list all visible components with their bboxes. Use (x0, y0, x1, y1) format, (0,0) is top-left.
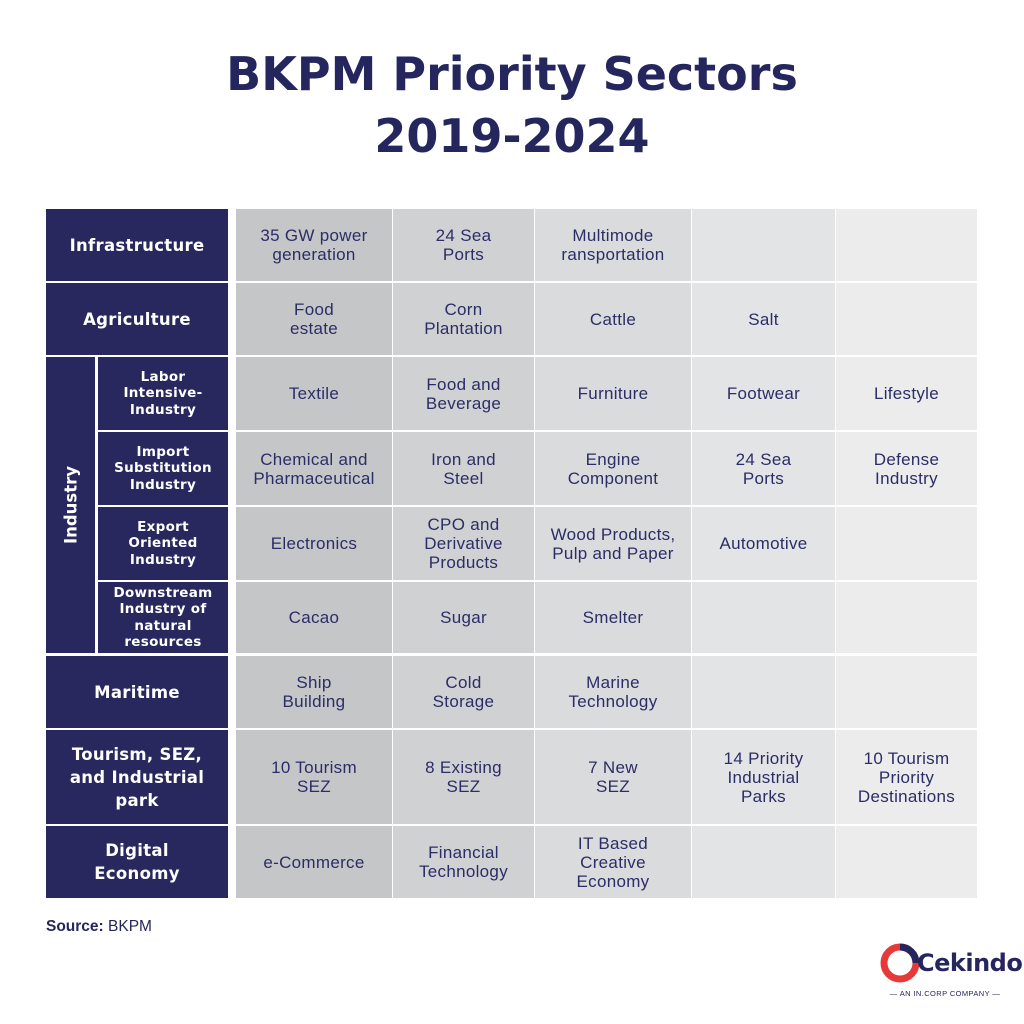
industry-sub-4-cell-1: Cacao (236, 582, 392, 653)
infrastructure-cell-3: Multimode ransportation (535, 209, 691, 281)
industry-sub-3-cell-4: Automotive (692, 507, 835, 580)
industry-sub-3-cell-3: Wood Products, Pulp and Paper (535, 507, 691, 580)
industry-label: Industry (61, 465, 80, 545)
logo-tagline: — AN IN.CORP COMPANY — (889, 989, 1001, 998)
cekindo-logo: Cekindo — AN IN.CORP COMPANY — (880, 943, 1023, 1013)
industry-sub-1-cell-3: Furniture (535, 357, 691, 430)
maritime-cell-3: Marine Technology (535, 656, 691, 728)
maritime-cell-2: Cold Storage (393, 656, 534, 728)
industry-subheader-4: Downstream Industry of natural resources (98, 582, 228, 653)
industry-sub-2-cell-2: Iron and Steel (393, 432, 534, 505)
industry-sub-4-cell-3: Smelter (535, 582, 691, 653)
tourism-cell-2: 8 Existing SEZ (393, 730, 534, 824)
agriculture-cell-4: Salt (692, 283, 835, 355)
row-header-agriculture: Agriculture (46, 283, 228, 355)
row-header-maritime: Maritime (46, 656, 228, 728)
infrastructure-cell-4 (692, 209, 835, 281)
digital-cell-4 (692, 826, 835, 898)
industry-sub-1-cell-2: Food and Beverage (393, 357, 534, 430)
industry-subheader-3: Export Oriented Industry (98, 507, 228, 580)
cekindo-logo-icon (880, 943, 920, 983)
industry-sub-4-cell-5 (836, 582, 977, 653)
industry-sub-2-cell-1: Chemical and Pharmaceutical (236, 432, 392, 505)
agriculture-cell-2: Corn Plantation (393, 283, 534, 355)
logo-name: Cekindo (917, 949, 1023, 977)
digital-cell-1: e-Commerce (236, 826, 392, 898)
industry-sub-3-cell-2: CPO and Derivative Products (393, 507, 534, 580)
row-header-infrastructure: Infrastructure (46, 209, 228, 281)
maritime-cell-1: Ship Building (236, 656, 392, 728)
digital-cell-3: IT Based Creative Economy (535, 826, 691, 898)
maritime-cell-4 (692, 656, 835, 728)
industry-sub-2-cell-3: Engine Component (535, 432, 691, 505)
page-title-years: 2019-2024 (374, 109, 650, 163)
row-header-digital: Digital Economy (46, 826, 228, 898)
industry-sub-4-cell-2: Sugar (393, 582, 534, 653)
industry-subheader-2: Import Substitution Industry (98, 432, 228, 505)
tourism-cell-4: 14 Priority Industrial Parks (692, 730, 835, 824)
industry-sub-4-cell-4 (692, 582, 835, 653)
tourism-cell-3: 7 New SEZ (535, 730, 691, 824)
source-note: Source: BKPM (46, 918, 152, 936)
industry-subheader-1: Labor Intensive- Industry (98, 357, 228, 430)
industry-sub-3-cell-5 (836, 507, 977, 580)
industry-sub-2-cell-4: 24 Sea Ports (692, 432, 835, 505)
infrastructure-cell-5 (836, 209, 977, 281)
industry-sub-1-cell-1: Textile (236, 357, 392, 430)
industry-sub-2-cell-5: Defense Industry (836, 432, 977, 505)
tourism-cell-1: 10 Tourism SEZ (236, 730, 392, 824)
digital-cell-2: Financial Technology (393, 826, 534, 898)
industry-sub-1-cell-5: Lifestyle (836, 357, 977, 430)
source-value: BKPM (108, 918, 152, 935)
tourism-cell-5: 10 Tourism Priority Destinations (836, 730, 977, 824)
row-header-industry: Industry (46, 357, 95, 653)
industry-sub-3-cell-1: Electronics (236, 507, 392, 580)
agriculture-cell-3: Cattle (535, 283, 691, 355)
maritime-cell-5 (836, 656, 977, 728)
page-title: BKPM Priority Sectors (226, 47, 798, 101)
infrastructure-cell-1: 35 GW power generation (236, 209, 392, 281)
source-label: Source: (46, 918, 104, 935)
agriculture-cell-5 (836, 283, 977, 355)
digital-cell-5 (836, 826, 977, 898)
row-header-tourism: Tourism, SEZ, and Industrial park (46, 730, 228, 824)
industry-sub-1-cell-4: Footwear (692, 357, 835, 430)
infrastructure-cell-2: 24 Sea Ports (393, 209, 534, 281)
agriculture-cell-1: Food estate (236, 283, 392, 355)
